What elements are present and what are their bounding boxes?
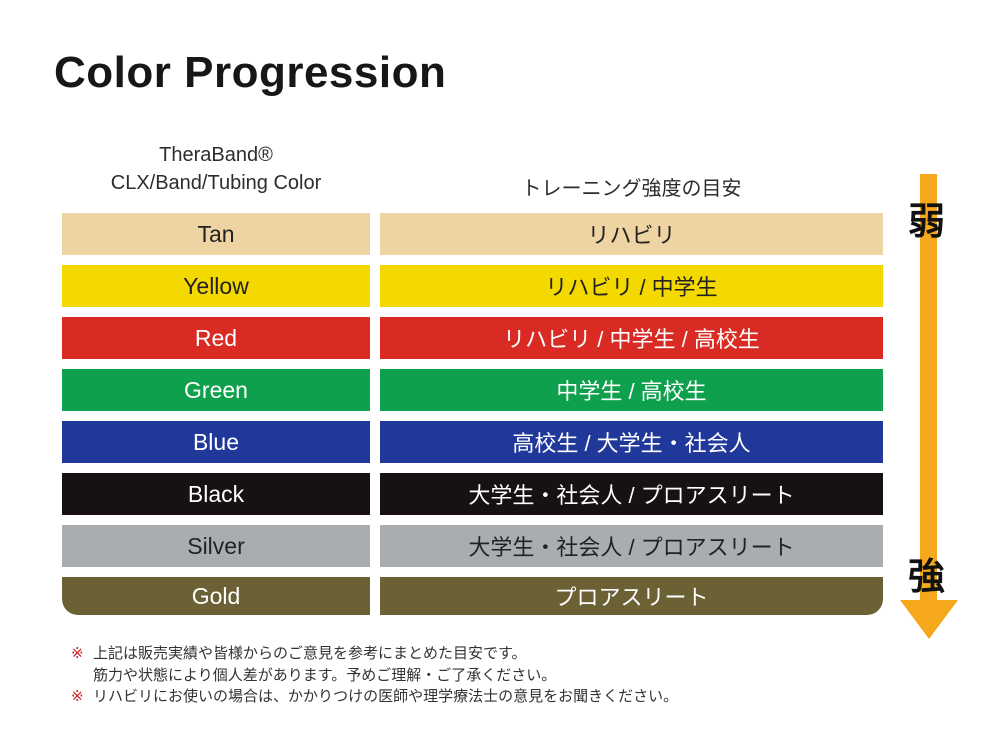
- footnote-line: 筋力や状態により個人差があります。予めご理解・ご了承ください。: [71, 665, 678, 687]
- color-table: Tan リハビリ Yellow リハビリ / 中学生 Red リハビリ / 中学…: [62, 213, 883, 615]
- footnote-line: ※ 上記は販売実績や皆様からのご意見を参考にまとめた目安です。: [71, 643, 678, 665]
- band-color-cell: Tan: [62, 213, 370, 255]
- usage-cell: リハビリ / 中学生: [380, 265, 883, 307]
- table-row-yellow: Yellow リハビリ / 中学生: [62, 265, 883, 307]
- footnote-marker: [71, 665, 93, 687]
- header-brand-line: TheraBand®: [159, 144, 273, 166]
- column-header-band-color: TheraBand® CLX/Band/Tubing Color: [62, 141, 370, 197]
- intensity-arrow-head-icon: [900, 600, 958, 639]
- weak-label: 弱: [908, 201, 945, 242]
- footnote-text: 上記は販売実績や皆様からのご意見を参考にまとめた目安です。: [93, 645, 527, 662]
- intensity-arrow-bar: [920, 174, 937, 601]
- band-color-cell: Gold: [62, 577, 370, 615]
- band-color-cell: Black: [62, 473, 370, 515]
- usage-cell: リハビリ: [380, 213, 883, 255]
- strong-label: 強: [908, 556, 945, 597]
- usage-cell: 中学生 / 高校生: [380, 369, 883, 411]
- table-row-gold: Gold プロアスリート: [62, 577, 883, 615]
- header-product-line: CLX/Band/Tubing Color: [110, 172, 322, 194]
- band-color-cell: Green: [62, 369, 370, 411]
- footnote-line: ※ リハビリにお使いの場合は、かかりつけの医師や理学療法士の意見をお聞きください…: [71, 686, 678, 708]
- footnote-text: 筋力や状態により個人差があります。予めご理解・ご了承ください。: [93, 666, 557, 684]
- usage-cell: プロアスリート: [380, 577, 883, 615]
- usage-cell: 大学生・社会人 / プロアスリート: [380, 525, 883, 567]
- footnote-marker: ※: [71, 688, 84, 705]
- table-row-blue: Blue 高校生 / 大学生・社会人: [62, 421, 883, 463]
- usage-cell: リハビリ / 中学生 / 高校生: [380, 317, 883, 359]
- table-row-green: Green 中学生 / 高校生: [62, 369, 883, 411]
- footnotes: ※ 上記は販売実績や皆様からのご意見を参考にまとめた目安です。 筋力や状態により…: [71, 643, 678, 708]
- table-row-red: Red リハビリ / 中学生 / 高校生: [62, 317, 883, 359]
- table-row-silver: Silver 大学生・社会人 / プロアスリート: [62, 525, 883, 567]
- footnote-text: リハビリにお使いの場合は、かかりつけの医師や理学療法士の意見をお聞きください。: [93, 688, 679, 705]
- table-row-black: Black 大学生・社会人 / プロアスリート: [62, 473, 883, 515]
- usage-cell: 高校生 / 大学生・社会人: [380, 421, 883, 463]
- table-row-tan: Tan リハビリ: [62, 213, 883, 255]
- usage-cell: 大学生・社会人 / プロアスリート: [380, 473, 883, 515]
- page-title: Color Progression: [54, 48, 447, 97]
- column-header-intensity: トレーニング強度の目安: [521, 178, 742, 200]
- band-color-cell: Red: [62, 317, 370, 359]
- footnote-marker: ※: [71, 645, 84, 662]
- band-color-cell: Blue: [62, 421, 370, 463]
- band-color-cell: Silver: [62, 525, 370, 567]
- band-color-cell: Yellow: [62, 265, 370, 307]
